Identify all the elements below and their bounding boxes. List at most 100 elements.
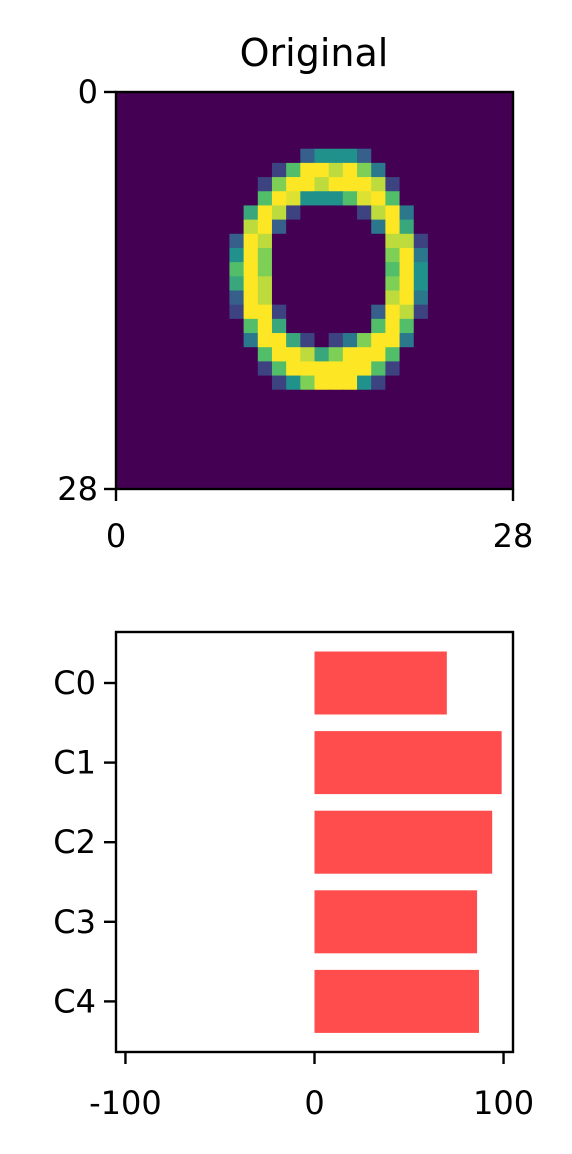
- heatmap-pixel: [215, 375, 231, 391]
- heatmap-pixel: [470, 92, 486, 107]
- bar-xtick-label: -100: [89, 1084, 162, 1122]
- heatmap-pixel: [328, 375, 344, 391]
- heatmap-pixel: [300, 290, 316, 306]
- heatmap-xtick-0: 0: [106, 517, 126, 555]
- heatmap-pixel: [399, 318, 415, 334]
- heatmap-pixel: [271, 333, 287, 348]
- heatmap-pixel: [130, 134, 145, 150]
- heatmap-pixel: [385, 375, 401, 391]
- heatmap-pixel: [427, 389, 443, 405]
- heatmap-pixel: [172, 276, 188, 292]
- heatmap-pixel: [328, 432, 344, 448]
- heatmap-pixel: [271, 418, 287, 433]
- heatmap-pixel: [484, 290, 500, 306]
- heatmap-ytick-28: 28: [57, 470, 98, 508]
- heatmap-pixel: [442, 276, 457, 292]
- heatmap-pixel: [243, 276, 259, 292]
- heatmap-pixel: [215, 474, 231, 490]
- heatmap-pixel: [172, 148, 188, 164]
- heatmap-pixel: [442, 205, 457, 221]
- heatmap-pixel: [257, 403, 273, 419]
- heatmap-pixel: [357, 233, 372, 249]
- heatmap-pixel: [243, 262, 259, 277]
- heatmap-pixel: [215, 403, 231, 419]
- heatmap-pixel: [342, 134, 358, 150]
- heatmap-pixel: [427, 162, 443, 178]
- heatmap-pixel: [201, 347, 216, 362]
- heatmap-pixel: [399, 162, 415, 178]
- heatmap-pixel: [116, 361, 131, 377]
- heatmap-pixel: [116, 191, 131, 207]
- heatmap-pixel: [456, 191, 472, 207]
- heatmap-pixel: [342, 389, 358, 405]
- heatmap-pixel: [484, 205, 500, 221]
- heatmap-pixel: [201, 134, 216, 150]
- heatmap-pixel: [130, 276, 145, 292]
- heatmap-pixel: [442, 361, 457, 377]
- heatmap-pixel: [271, 92, 287, 107]
- heatmap-pixel: [385, 120, 401, 136]
- heatmap-pixel: [172, 318, 188, 334]
- heatmap-pixel: [456, 92, 472, 107]
- heatmap-pixel: [371, 247, 386, 263]
- heatmap-pixel: [257, 134, 273, 150]
- heatmap-pixel: [314, 318, 330, 334]
- heatmap-pixel: [271, 233, 287, 249]
- heatmap-pixel: [286, 446, 301, 462]
- heatmap-pixel: [371, 134, 386, 150]
- heatmap-pixel: [201, 262, 216, 277]
- heatmap-pixel: [371, 361, 386, 377]
- heatmap-pixel: [470, 262, 486, 277]
- heatmap-pixel: [427, 304, 443, 320]
- heatmap-pixel: [427, 92, 443, 107]
- heatmap-pixel: [385, 318, 401, 334]
- heatmap-pixel: [470, 134, 486, 150]
- heatmap-pixel: [172, 106, 188, 121]
- heatmap-pixel: [314, 389, 330, 405]
- heatmap-pixel: [243, 389, 259, 405]
- heatmap-pixel: [300, 276, 316, 292]
- heatmap-pixel: [427, 318, 443, 334]
- heatmap-pixel: [257, 162, 273, 178]
- heatmap-pixel: [229, 205, 245, 221]
- heatmap-pixel: [257, 389, 273, 405]
- heatmap-pixel: [201, 205, 216, 221]
- heatmap-pixel: [229, 389, 245, 405]
- heatmap-pixel: [342, 120, 358, 136]
- heatmap-pixel: [484, 276, 500, 292]
- heatmap-pixel: [186, 389, 202, 405]
- heatmap-pixel: [498, 333, 514, 348]
- heatmap-pixel: [470, 432, 486, 448]
- heatmap-pixel: [357, 318, 372, 334]
- bar-category-label-c4: C4: [53, 982, 96, 1020]
- heatmap-pixel: [116, 120, 131, 136]
- heatmap-pixel: [257, 474, 273, 490]
- heatmap-pixel: [257, 247, 273, 263]
- heatmap-pixel: [243, 460, 259, 476]
- heatmap-pixel: [385, 177, 401, 192]
- heatmap-pixel: [385, 134, 401, 150]
- heatmap-pixel: [257, 361, 273, 377]
- heatmap-pixel: [229, 474, 245, 490]
- heatmap-pixel: [413, 474, 429, 490]
- heatmap-pixel: [271, 389, 287, 405]
- heatmap-pixel: [427, 290, 443, 306]
- heatmap-pixel: [385, 247, 401, 263]
- heatmap-pixel: [172, 375, 188, 391]
- heatmap-pixel: [427, 120, 443, 136]
- heatmap-pixel: [413, 134, 429, 150]
- heatmap-pixel: [116, 106, 131, 121]
- heatmap-pixel: [286, 304, 301, 320]
- heatmap-pixel: [271, 318, 287, 334]
- heatmap-pixel: [158, 361, 174, 377]
- heatmap-pixel: [328, 446, 344, 462]
- heatmap-pixel: [144, 177, 160, 192]
- heatmap-pixel: [427, 177, 443, 192]
- heatmap-pixel: [116, 333, 131, 348]
- heatmap-pixel: [172, 446, 188, 462]
- heatmap-pixel: [456, 162, 472, 178]
- heatmap-pixel: [470, 247, 486, 263]
- heatmap-pixel: [201, 247, 216, 263]
- heatmap-pixel: [186, 333, 202, 348]
